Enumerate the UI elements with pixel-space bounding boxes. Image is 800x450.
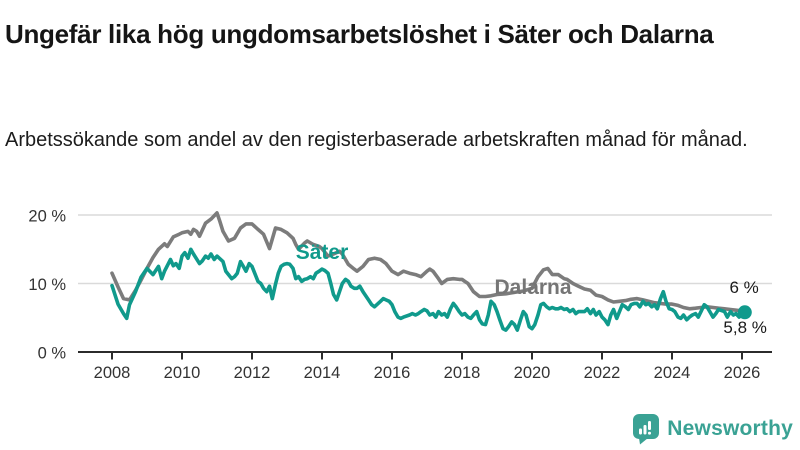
x-axis-tick-label: 2008 — [94, 364, 131, 382]
series-end-value-label-säter: 5,8 % — [723, 318, 766, 337]
x-axis-tick-label: 2026 — [724, 364, 761, 382]
x-axis-tick-label: 2020 — [514, 364, 551, 382]
x-axis-tick-label: 2024 — [654, 364, 691, 382]
series-end-dot-säter — [737, 305, 752, 320]
x-axis-tick-label: 2018 — [444, 364, 481, 382]
newsworthy-logo: Newsworthy — [632, 413, 793, 445]
y-axis-tick-label: 10 % — [28, 276, 66, 294]
series-end-value-label-dalarna: 6 % — [729, 278, 758, 297]
page-title: Ungefär lika hög ungdomsarbetslöshet i S… — [5, 19, 714, 50]
newsworthy-logo-text: Newsworthy — [667, 417, 793, 440]
x-axis-tick-label: 2016 — [374, 364, 411, 382]
newsworthy-logo-icon — [633, 414, 660, 445]
series-inline-label-säter: Säter — [296, 241, 349, 264]
x-axis-tick-label: 2022 — [584, 364, 621, 382]
series-line-dalarna — [110, 211, 747, 313]
y-axis-tick-label: 0 % — [38, 344, 67, 362]
y-axis-tick-label: 20 % — [28, 207, 66, 225]
series-inline-label-dalarna: Dalarna — [495, 276, 572, 299]
unemployment-line-chart: 0 % 10 % 20 % 2008 2010 2012 2014 2016 2018 2020 2… — [28, 207, 772, 382]
series-line-säter — [110, 247, 747, 332]
x-axis-tick-label: 2012 — [234, 364, 271, 382]
chart-subtitle: Arbetssökande som andel av den registerb… — [5, 129, 748, 151]
x-axis-tick-label: 2010 — [164, 364, 201, 382]
x-axis-tick-label: 2014 — [304, 364, 341, 382]
